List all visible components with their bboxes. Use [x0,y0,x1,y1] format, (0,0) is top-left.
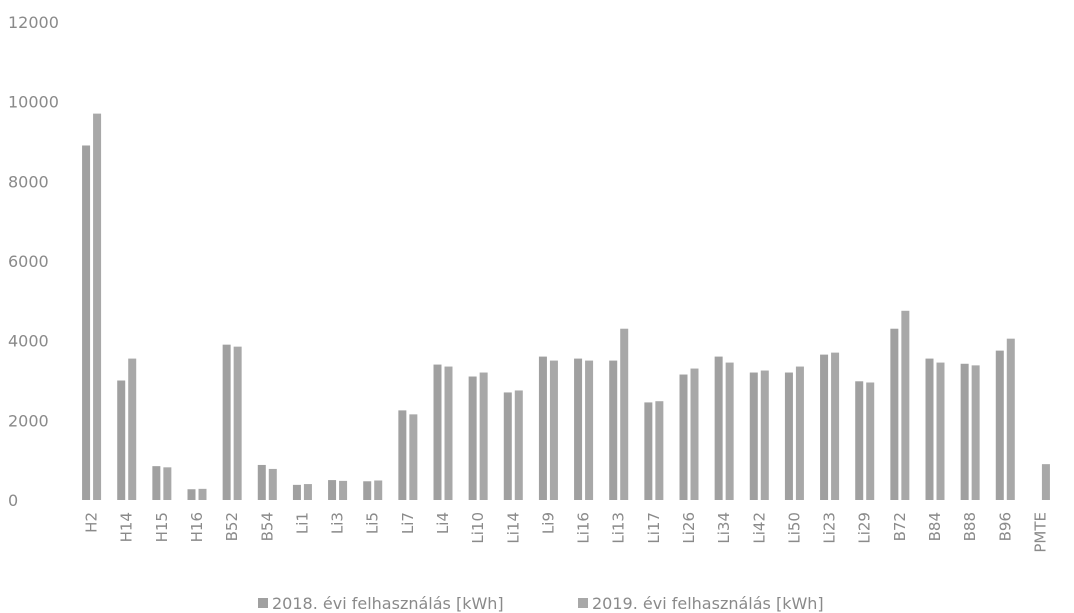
bar-Li9-2019 [549,360,558,500]
y-tick-label: 4000 [8,332,49,351]
bar-Li16-2019 [585,360,594,500]
bar-Li14-2019 [514,390,523,500]
bar-Li1-2018 [292,484,301,500]
x-tick-label: B88 [961,512,979,541]
bar-H2-2019 [93,113,102,500]
bar-Li10-2019 [479,372,488,500]
x-tick-label: Li14 [504,512,522,544]
bar-H2-2018 [82,145,91,500]
x-tick-label: Li23 [821,512,839,544]
y-tick-label: 10000 [8,93,59,112]
bar-H14-2018 [117,380,126,500]
bar-B72-2018 [890,328,899,500]
bar-Li7-2019 [409,414,418,500]
x-tick-label: Li34 [715,512,733,544]
bar-Li23-2019 [831,352,840,500]
bar-B88-2018 [960,363,969,500]
y-tick-label: 8000 [8,172,49,191]
bar-Li29-2019 [866,382,875,500]
bar-Li16-2018 [574,358,583,500]
bar-Li4-2018 [433,364,442,500]
bar-Li4-2019 [444,366,453,500]
bar-Li7-2018 [398,410,407,500]
bar-Li42-2018 [749,372,758,500]
x-tick-label: H15 [153,512,171,542]
bar-B84-2018 [925,358,934,500]
bar-Li10-2018 [468,376,477,500]
bar-Li13-2018 [609,360,618,500]
legend-label-2018: 2018. évi felhasználás [kWh] [272,594,504,613]
bar-B84-2019 [936,362,945,500]
legend-swatch-2019 [578,598,588,608]
x-tick-label: H16 [188,512,206,542]
x-tick-label: Li4 [434,512,452,534]
bar-Li5-2018 [363,481,372,500]
x-tick-label: H2 [83,512,101,533]
bar-H15-2018 [152,466,161,500]
x-tick-label: Li17 [645,512,663,544]
bar-H16-2018 [187,489,196,500]
x-axis: H2 H14 H15 H16 B52 B54 Li1 Li3 Li5 Li7 Li4 Li10 Li14… [83,512,1050,553]
y-tick-label: 0 [8,491,18,510]
bar-B88-2019 [971,365,980,500]
y-tick-label: 6000 [8,252,49,271]
y-tick-label: 2000 [8,411,49,430]
bars [82,113,1050,500]
bar-Li3-2019 [339,480,348,500]
bar-Li17-2019 [655,401,664,500]
bar-H16-2019 [198,488,207,500]
x-tick-label: Li9 [539,512,557,534]
legend-swatch-2018 [258,598,268,608]
legend: 2018. évi felhasználás [kWh] 2019. évi fe… [258,594,824,613]
y-axis: 0 2000 4000 6000 8000 10000 12000 [8,13,59,510]
x-tick-label: Li5 [364,512,382,534]
bar-Li34-2019 [725,362,734,500]
bar-H15-2019 [163,467,172,500]
x-tick-label: Li50 [785,512,803,544]
bar-B96-2018 [995,350,1004,500]
x-tick-label: PMTE [1031,512,1049,553]
x-tick-label: Li7 [399,512,417,534]
bar-Li17-2018 [644,402,653,500]
x-tick-label: Li42 [750,512,768,544]
bar-Li13-2019 [620,328,629,500]
x-tick-label: B96 [996,512,1014,541]
x-tick-label: H14 [118,512,136,542]
x-tick-label: B54 [258,512,276,541]
bar-Li29-2018 [855,381,864,500]
bar-Li1-2019 [303,484,312,500]
x-tick-label: Li13 [610,512,628,544]
x-tick-label: Li10 [469,512,487,544]
bar-Li26-2018 [679,374,688,500]
bar-B54-2018 [257,464,266,500]
bar-H14-2019 [128,358,137,500]
x-tick-label: Li29 [856,512,874,544]
x-tick-label: Li26 [680,512,698,544]
x-tick-label: Li16 [575,512,593,544]
bar-PMTE-2019 [1041,464,1050,500]
bar-B52-2018 [222,344,231,500]
bar-Li42-2019 [760,370,769,500]
bar-Li26-2019 [690,368,699,500]
bar-Li9-2018 [538,356,547,500]
bar-B52-2019 [233,346,242,500]
bar-B72-2019 [901,310,910,500]
x-tick-label: B84 [926,512,944,541]
y-tick-label: 12000 [8,13,59,32]
bar-B54-2019 [268,468,277,500]
bar-Li3-2018 [328,480,337,500]
bar-Li50-2018 [784,372,793,500]
bar-Li34-2018 [714,356,723,500]
x-tick-label: B52 [223,512,241,541]
x-tick-label: B72 [891,512,909,541]
x-tick-label: Li3 [329,512,347,534]
bar-Li23-2018 [820,354,829,500]
bar-Li14-2018 [503,392,512,500]
bar-B96-2019 [1006,338,1015,500]
bar-Li50-2019 [795,366,804,500]
legend-label-2019: 2019. évi felhasználás [kWh] [592,594,824,613]
x-tick-label: Li1 [293,512,311,534]
bar-Li5-2019 [374,480,383,500]
